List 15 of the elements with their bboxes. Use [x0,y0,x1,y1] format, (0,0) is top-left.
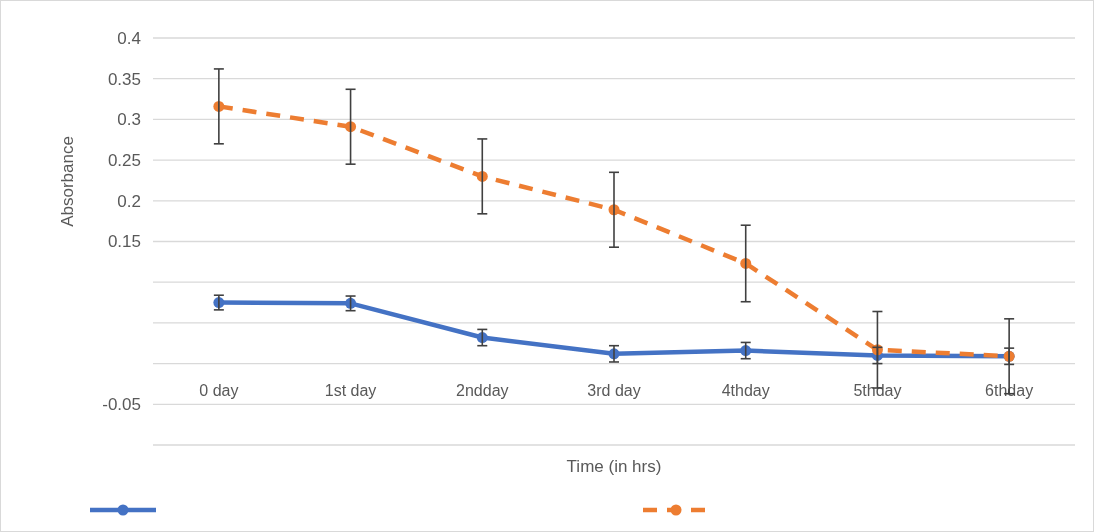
y-tick-label: 0.4 [117,28,141,48]
x-tick-label: 1st day [324,381,377,399]
y-tick-label: 0.15 [107,232,141,252]
x-tick-label: 0 day [199,381,239,399]
y-tick-label: 0.35 [107,69,141,89]
y-tick-label: 0.25 [107,151,141,171]
x-tick-label: 2ndday [456,381,509,399]
x-tick-label: 4thday [721,381,770,399]
y-tick-label: 0.2 [117,191,141,211]
y-axis-title: Absorbance [58,136,77,227]
x-tick-label: 5thday [853,381,902,399]
x-tick-label: 3rd day [587,381,641,399]
y-tick-label: 0.3 [117,110,141,130]
x-axis-title: Time (in hrs) [566,457,662,476]
y-tick-label: -0.05 [102,395,141,415]
